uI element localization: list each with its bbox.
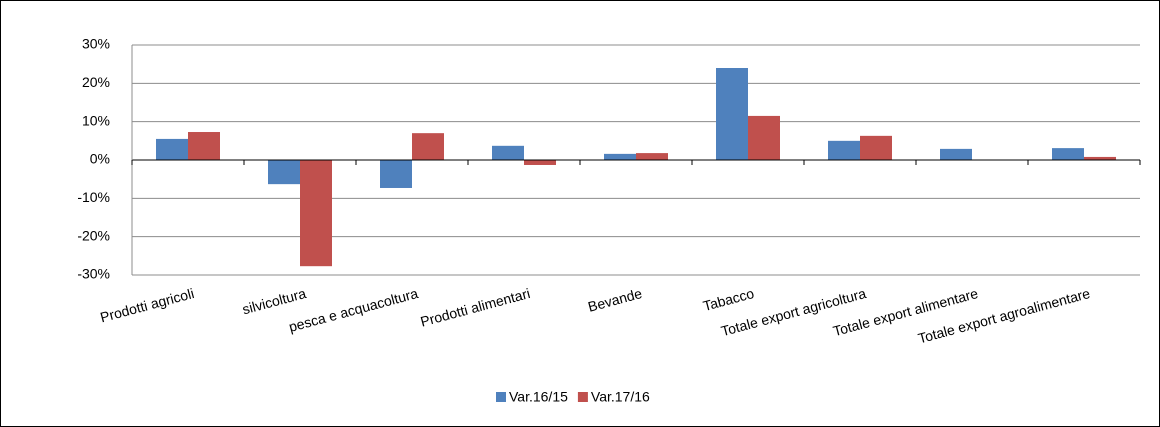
bar	[828, 140, 860, 160]
y-tick-label: 30%	[82, 36, 110, 52]
bar	[716, 68, 748, 160]
bar	[636, 153, 668, 160]
bar	[860, 135, 892, 160]
y-tick-label: -30%	[77, 266, 110, 282]
y-tick-label: -20%	[77, 227, 110, 243]
bar	[524, 160, 556, 165]
bar	[748, 115, 780, 160]
y-tick-label: 10%	[82, 112, 110, 128]
bar	[1052, 148, 1084, 160]
legend-swatch	[496, 392, 506, 402]
legend-swatch	[577, 392, 588, 402]
legend-label: Var.16/15	[509, 389, 568, 405]
bar	[940, 148, 972, 160]
bar	[268, 160, 300, 185]
bar	[300, 160, 332, 267]
bar	[188, 132, 220, 160]
bar	[604, 153, 636, 160]
bar	[412, 133, 444, 160]
bar	[1084, 156, 1116, 160]
y-tick-label: 20%	[82, 74, 110, 90]
bar	[492, 145, 524, 160]
y-tick-label: 0%	[90, 151, 110, 167]
legend-label: Var.17/16	[591, 389, 650, 405]
bar	[380, 160, 412, 188]
bar	[156, 138, 188, 160]
y-tick-label: -10%	[77, 189, 110, 205]
